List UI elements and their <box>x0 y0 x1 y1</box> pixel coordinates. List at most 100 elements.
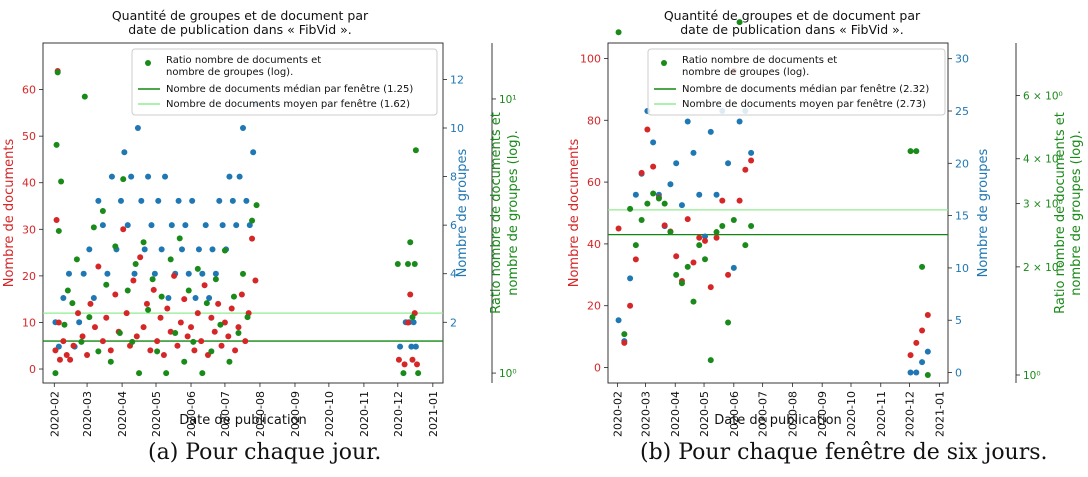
documents-point <box>748 157 755 164</box>
groups-point <box>397 343 404 350</box>
ratio-point <box>907 148 914 155</box>
ratio-point <box>615 29 622 36</box>
documents-point <box>112 291 119 298</box>
x-tick-label: 2020-08 <box>786 391 799 437</box>
y-left-tick-label: 20 <box>587 300 601 313</box>
legend-mean-label: Nombre de documents moyen par fenêtre (1… <box>166 98 410 110</box>
ratio-point <box>655 195 662 202</box>
documents-point <box>198 338 205 345</box>
documents-point <box>742 166 749 173</box>
y-right-ratio-label-line: Ratio nombre de documents et <box>1053 112 1068 314</box>
ratio-point <box>661 200 668 207</box>
legend-ratio-label: nombre de groupes (log). <box>166 67 293 78</box>
y-left-tick-label: 20 <box>22 270 36 283</box>
legend-ratio-label: nombre de groupes (log). <box>682 67 809 78</box>
documents-point <box>208 314 215 321</box>
documents-point <box>736 197 743 204</box>
groups-point <box>219 222 226 229</box>
y-left-tick-label: 60 <box>587 176 601 189</box>
documents-point <box>221 319 228 326</box>
documents-point <box>53 216 60 223</box>
documents-point <box>702 237 709 244</box>
y-right-groups-tick-label: 2 <box>450 316 457 329</box>
ratio-point <box>185 287 192 294</box>
documents-point <box>79 333 86 340</box>
groups-point <box>748 149 755 156</box>
documents-point <box>188 324 195 331</box>
groups-point <box>233 222 240 229</box>
documents-point <box>63 352 70 359</box>
ratio-point <box>132 260 139 267</box>
documents-point <box>95 263 102 270</box>
y-left-tick-label: 10 <box>22 316 36 329</box>
ratio-point <box>230 293 237 300</box>
groups-point <box>736 118 743 125</box>
ratio-point <box>81 93 88 100</box>
groups-point <box>240 125 246 131</box>
documents-point <box>725 271 732 278</box>
ratio-point <box>707 357 714 364</box>
ratio-point <box>404 260 411 267</box>
documents-point <box>627 302 634 309</box>
documents-point <box>913 339 920 346</box>
documents-point <box>409 356 416 363</box>
chart-title-line: Quantité de groupes et de document par <box>112 8 369 23</box>
ratio-point <box>235 330 242 337</box>
y-right-ratio-label-line: Ratio nombre de documents et <box>489 112 504 314</box>
y-right-ratio-label-line: nombre de groupes (log). <box>506 130 521 295</box>
groups-point <box>138 197 145 204</box>
groups-point <box>713 191 720 198</box>
y-left-tick-label: 80 <box>587 114 601 127</box>
documents-point <box>143 300 150 307</box>
ratio-point <box>54 69 61 76</box>
ratio-point <box>400 370 407 377</box>
groups-point <box>145 173 152 180</box>
groups-point <box>243 197 250 204</box>
y-right-ratio-tick-label: 6 × 10⁰ <box>1023 90 1063 102</box>
ratio-point <box>69 300 76 307</box>
documents-point <box>147 347 154 354</box>
ratio-point <box>145 306 152 313</box>
groups-point <box>632 191 639 198</box>
x-tick-label: 2021-01 <box>933 391 946 437</box>
groups-point <box>730 264 737 271</box>
documents-point <box>137 254 144 261</box>
ratio-point <box>742 242 749 249</box>
documents-point <box>52 347 59 354</box>
groups-point <box>202 222 209 229</box>
x-tick-label: 2020-12 <box>392 391 405 437</box>
x-tick-label: 2020-03 <box>639 391 652 437</box>
ratio-point <box>221 247 228 254</box>
groups-point <box>206 295 213 301</box>
y-right-ratio-label-line: nombre de groupes (log). <box>1069 130 1084 295</box>
documents-point <box>638 169 645 176</box>
documents-point <box>87 300 94 307</box>
ratio-point <box>136 370 143 377</box>
documents-point <box>907 352 914 359</box>
ratio-point <box>684 263 691 270</box>
chart-daily: Quantité de groupes et de document parda… <box>2 8 521 437</box>
ratio-point <box>90 224 97 231</box>
groups-point <box>212 270 219 277</box>
groups-point <box>76 319 83 326</box>
y-right-ratio-tick-label: 10⁰ <box>1023 370 1041 382</box>
documents-point <box>404 319 411 326</box>
ratio-point <box>208 348 215 355</box>
ratio-point <box>140 239 147 246</box>
documents-point <box>171 272 178 279</box>
documents-point <box>160 352 167 359</box>
y-right-groups-tick-label: 30 <box>955 53 969 66</box>
y-right-groups-tick-label: 4 <box>450 268 457 281</box>
documents-point <box>644 126 651 133</box>
documents-point <box>615 225 622 232</box>
groups-point <box>60 295 67 301</box>
documents-point <box>632 256 639 263</box>
ratio-point <box>172 330 179 337</box>
groups-point <box>410 319 417 326</box>
ratio-point <box>129 338 136 345</box>
ratio-point <box>673 271 680 278</box>
groups-point <box>650 139 657 146</box>
documents-point <box>154 338 161 345</box>
ratio-point <box>632 242 639 249</box>
y-right-groups-tick-label: 10 <box>955 262 969 275</box>
